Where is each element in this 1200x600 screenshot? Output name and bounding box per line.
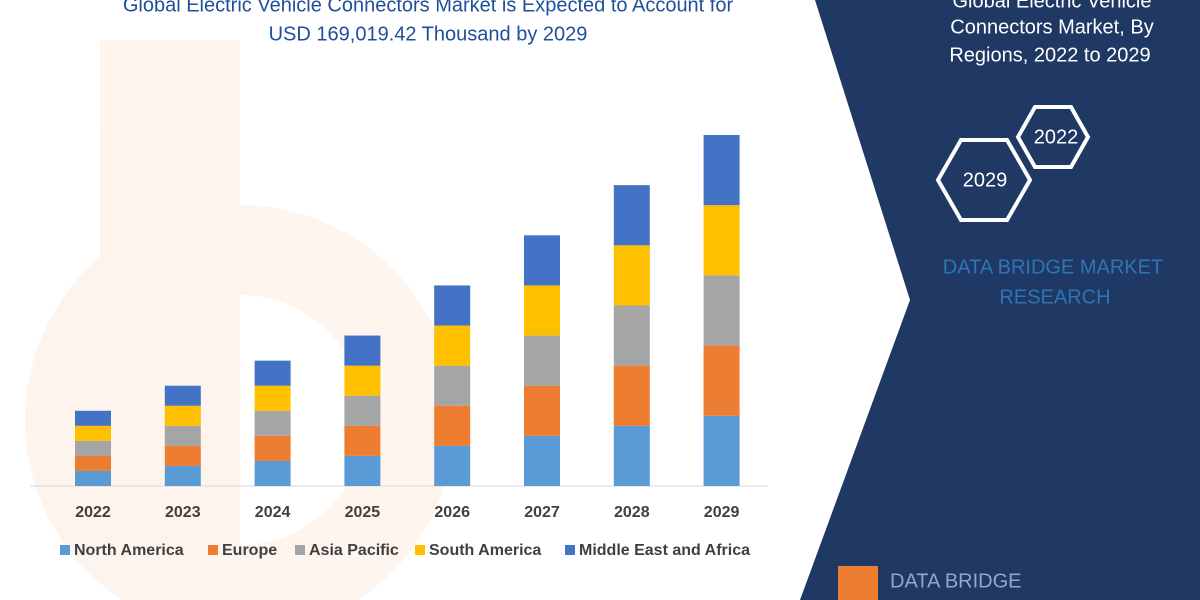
brand-text: RESEARCH	[999, 286, 1110, 308]
legend-swatch	[208, 545, 218, 555]
bar-segment	[75, 425, 111, 441]
bar-segment	[344, 365, 381, 396]
bar-segment	[344, 455, 381, 486]
bar-segment	[344, 395, 381, 426]
chart-title: USD 169,019.42 Thousand by 2029	[269, 23, 588, 45]
bar-segment	[164, 445, 201, 466]
bar-segment	[344, 335, 381, 366]
bar-segment	[254, 410, 291, 436]
logo-icon	[838, 566, 878, 600]
bar-segment	[254, 460, 291, 486]
x-tick-label: 2026	[434, 504, 470, 521]
bar-segment	[75, 470, 111, 486]
x-tick-label: 2029	[704, 504, 740, 521]
x-tick-label: 2027	[524, 504, 560, 521]
bar-segment	[613, 245, 650, 306]
x-tick-label: 2025	[345, 504, 381, 521]
bar-segment	[613, 185, 650, 246]
legend-label: South America	[429, 542, 541, 559]
bar-segment	[254, 435, 291, 461]
bar-segment	[434, 445, 471, 486]
x-tick-label: 2022	[75, 504, 111, 521]
hexagon	[1015, 105, 1091, 169]
chart-title: Global Electric Vehicle Connectors Marke…	[123, 0, 734, 16]
hex-label: 2029	[963, 169, 1008, 191]
bar-segment	[524, 335, 560, 386]
bar-segment	[75, 440, 111, 456]
bar-segment	[164, 385, 201, 406]
hexagon	[935, 138, 1033, 222]
bar-segment	[524, 435, 560, 486]
bar-segment	[434, 405, 471, 446]
bar-segment	[613, 365, 650, 426]
bar-segment	[703, 135, 740, 206]
legend-label: Middle East and Africa	[579, 542, 750, 559]
bar-segment	[524, 385, 560, 436]
x-tick-label: 2028	[614, 504, 650, 521]
bar-segment	[703, 205, 740, 276]
bar-segment	[164, 405, 201, 426]
bar-segment	[613, 305, 650, 366]
legend-label: North America	[74, 542, 184, 559]
bar-segment	[434, 365, 471, 406]
legend-label: Europe	[222, 542, 277, 559]
bar-segment	[703, 345, 740, 416]
bar-segment	[524, 235, 560, 286]
panel-heading: Global Electric Vehicle	[953, 0, 1152, 12]
x-tick-label: 2024	[255, 504, 291, 521]
side-panel	[800, 0, 1200, 600]
legend-label: Asia Pacific	[309, 542, 399, 559]
logo-text: DATA BRIDGE	[890, 570, 1022, 592]
bar-segment	[164, 425, 201, 446]
bar-segment	[254, 385, 291, 411]
legend-swatch	[60, 545, 70, 555]
bar-segment	[344, 425, 381, 456]
bar-segment	[254, 360, 291, 386]
panel-heading: Connectors Market, By	[950, 16, 1153, 38]
bar-segment	[75, 455, 111, 471]
bar-segment	[524, 285, 560, 336]
bar-segment	[434, 285, 471, 326]
legend-swatch	[415, 545, 425, 555]
bar-segment	[703, 415, 740, 486]
x-tick-label: 2023	[165, 504, 201, 521]
bar-segment	[703, 275, 740, 346]
legend-swatch	[565, 545, 575, 555]
hex-label: 2022	[1034, 126, 1079, 148]
bar-segment	[434, 325, 471, 366]
brand-text: DATA BRIDGE MARKET	[943, 256, 1163, 278]
bar-segment	[75, 410, 111, 426]
legend-swatch	[295, 545, 305, 555]
panel-heading: Regions, 2022 to 2029	[949, 44, 1150, 66]
bar-segment	[613, 425, 650, 486]
bar-segment	[164, 465, 201, 486]
